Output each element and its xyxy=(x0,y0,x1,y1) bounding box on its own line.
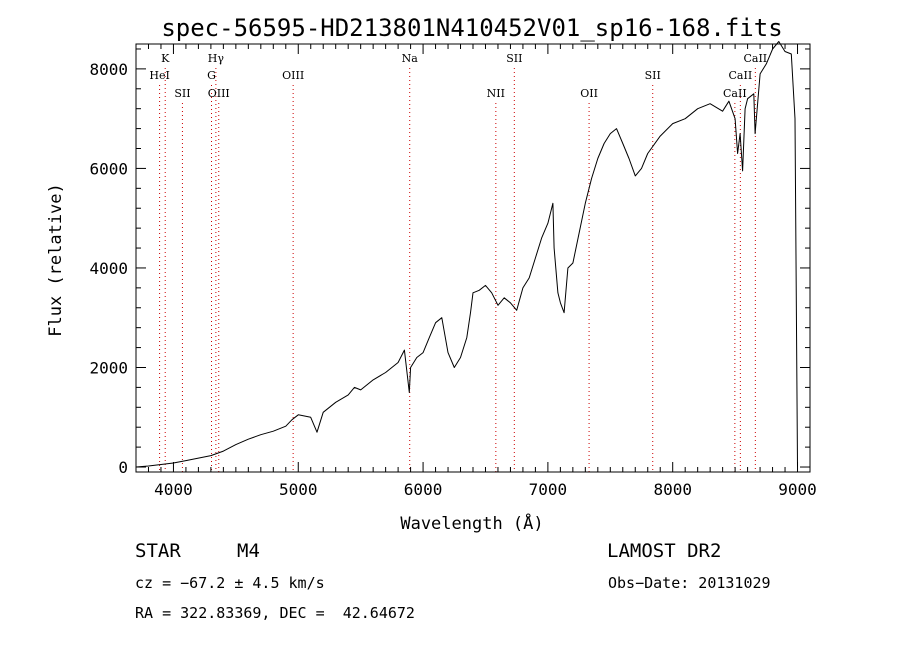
spectral-line-label: CaII xyxy=(723,87,747,100)
object-class: STAR xyxy=(135,540,181,562)
plot-frame xyxy=(135,43,811,473)
coordinates: RA = 322.83369, DEC = 42.64672 xyxy=(135,604,415,622)
spectral-line-label: Hγ xyxy=(208,52,225,65)
spectrum-line xyxy=(135,41,798,468)
redshift-velocity: cz = −67.2 ± 4.5 km/s xyxy=(135,574,325,592)
x-tick-label: 4000 xyxy=(154,480,193,499)
x-tick-label: 8000 xyxy=(653,480,692,499)
chart-title: spec-56595-HD213801N410452V01_sp16-168.f… xyxy=(161,14,782,42)
x-tick-label: 5000 xyxy=(279,480,318,499)
spectrum-series xyxy=(135,41,798,468)
y-tick-label: 4000 xyxy=(89,259,128,278)
y-tick-label: 0 xyxy=(118,458,128,477)
spectral-line-label: G xyxy=(207,69,216,82)
spectral-line-label: NII xyxy=(487,87,505,100)
y-tick-label: 8000 xyxy=(89,60,128,79)
x-tick-label: 9000 xyxy=(778,480,817,499)
spectral-line-label: Na xyxy=(402,52,419,65)
survey-name: LAMOST DR2 xyxy=(607,540,722,562)
y-axis-label: Flux (relative) xyxy=(46,183,66,337)
x-axis-label: Wavelength (Å) xyxy=(400,512,543,534)
y-tick-label: 2000 xyxy=(89,358,128,377)
spectral-line-label: OII xyxy=(580,87,598,100)
y-tick-label: 6000 xyxy=(89,159,128,178)
observation-date: Obs−Date: 20131029 xyxy=(608,574,771,592)
object-subclass: M4 xyxy=(237,540,260,562)
x-tick-label: 6000 xyxy=(404,480,443,499)
spectral-line-label: OIII xyxy=(282,69,304,82)
spectral-line-label: K xyxy=(161,52,170,65)
spectral-line-label: CaII xyxy=(743,52,767,65)
spectral-line-label: CaII xyxy=(729,69,753,82)
spectral-line-label: OIII xyxy=(208,87,230,100)
spectral-line-label: HeI xyxy=(149,69,169,82)
spectral-line-markers: K HeI SII Hγ G OIII OIII Na SII NII OII SII CaII CaII… xyxy=(149,52,767,472)
axes: 4000 5000 6000 7000 8000 9000 0 2000 4000 6000 800… xyxy=(89,43,817,499)
spectral-line-label: SII xyxy=(174,87,190,100)
spectral-line-label: SII xyxy=(645,69,661,82)
spectral-line-label: SII xyxy=(506,52,522,65)
x-tick-label: 7000 xyxy=(529,480,568,499)
